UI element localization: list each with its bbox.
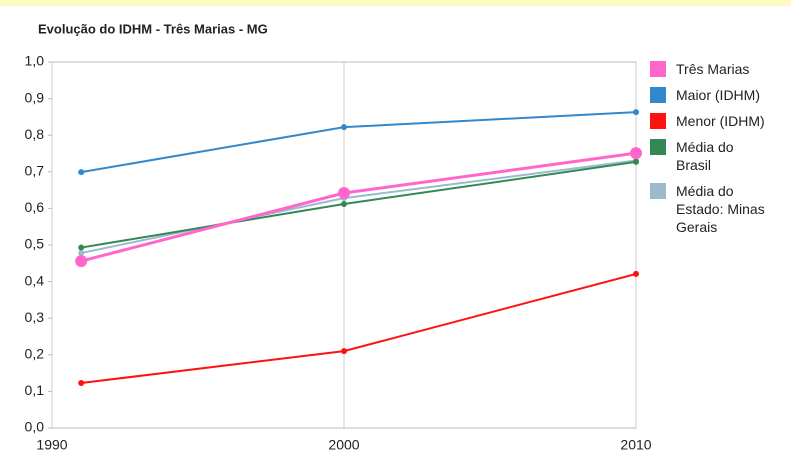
y-tick-label: 0,3 [25,309,45,325]
data-point [78,169,85,176]
legend-item: Média do Estado: Minas Gerais [650,182,765,236]
series-line [81,160,637,249]
legend-swatch [650,61,666,77]
y-tick-label: 1,0 [25,53,45,69]
data-point [633,109,639,116]
y-tick-label: 0,7 [25,163,45,179]
legend-label: Maior (IDHM) [676,87,760,103]
y-tick-label: 0,8 [25,126,45,142]
series-line [80,151,637,263]
legend-swatch [650,139,666,155]
legend-label: Três Marias [676,61,750,77]
y-tick-label: 0,4 [25,272,45,288]
y-tick-label: 0,1 [25,382,45,398]
data-point [630,147,642,160]
legend-swatch [650,183,666,199]
data-point [78,379,85,386]
chart-title: Evolução do IDHM - Três Marias - MG [38,21,268,36]
data-point [633,270,639,277]
top-band [0,0,791,6]
y-tick-label: 0,0 [25,419,45,435]
y-tick-label: 0,5 [25,236,45,252]
data-point [338,187,350,200]
legend-item: Maior (IDHM) [650,86,765,104]
legend-item: Três Marias [650,60,765,78]
legend-label: Média do Estado: Minas Gerais [676,183,765,235]
legend-label: Menor (IDHM) [676,113,765,129]
legend: Três Marias Maior (IDHM) Menor (IDHM) Média… [650,60,765,244]
y-tick-label: 0,2 [25,346,45,362]
legend-item: Média do Brasil [650,138,765,174]
data-point [78,250,85,257]
x-tick-label: 1990 [36,437,67,452]
x-tick-label: 2010 [620,437,651,452]
data-point [341,201,347,208]
data-point [633,158,639,165]
data-point [78,244,85,251]
data-point [341,124,347,131]
legend-item: Menor (IDHM) [650,112,765,130]
legend-swatch [650,87,666,103]
series-line [81,272,637,384]
data-point [341,348,347,355]
legend-swatch [650,113,666,129]
legend-label: Média do Brasil [676,139,734,173]
data-point [75,255,88,268]
y-tick-label: 0,9 [25,89,45,105]
x-tick-label: 2000 [328,437,359,452]
y-tick-label: 0,6 [25,199,45,215]
